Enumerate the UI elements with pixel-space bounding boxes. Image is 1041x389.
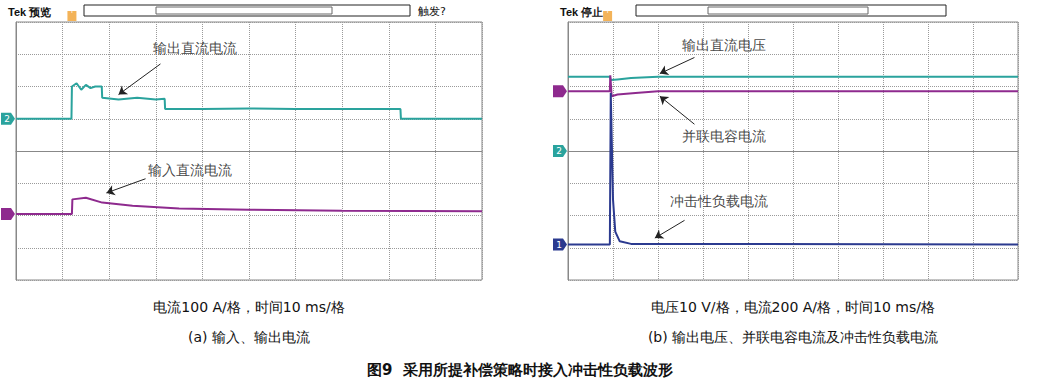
svg-text:Tek 预览: Tek 预览: [8, 6, 51, 18]
svg-text:1: 1: [556, 240, 562, 250]
svg-text:图9 采用所提补偿策略时接入冲击性负载波形: 图9 采用所提补偿策略时接入冲击性负载波形: [367, 361, 673, 379]
svg-text:2: 2: [556, 146, 562, 156]
svg-text:2: 2: [4, 114, 10, 124]
svg-text:T: T: [68, 6, 74, 15]
svg-text:输出直流电压: 输出直流电压: [682, 37, 766, 53]
svg-text:(a) 输入、输出电流: (a) 输入、输出电流: [188, 329, 310, 345]
svg-text:触发?: 触发?: [418, 5, 446, 18]
svg-text:并联电容电流: 并联电容电流: [682, 128, 766, 144]
svg-text:电流100 A/格，时间10 ms/格: 电流100 A/格，时间10 ms/格: [153, 299, 344, 315]
svg-text:T: T: [604, 6, 610, 15]
svg-text:冲击性负载电流: 冲击性负载电流: [670, 193, 768, 209]
svg-text:输出直流电流: 输出直流电流: [153, 40, 237, 56]
svg-text:(b) 输出电压、并联电容电流及冲击性负载电流: (b) 输出电压、并联电容电流及冲击性负载电流: [648, 329, 938, 345]
svg-text:Tek 停止: Tek 停止: [560, 6, 603, 18]
svg-text:输入直流电流: 输入直流电流: [148, 162, 232, 178]
svg-text:电压10 V/格，电流200 A/格，时间10 ms/格: 电压10 V/格，电流200 A/格，时间10 ms/格: [651, 299, 935, 315]
